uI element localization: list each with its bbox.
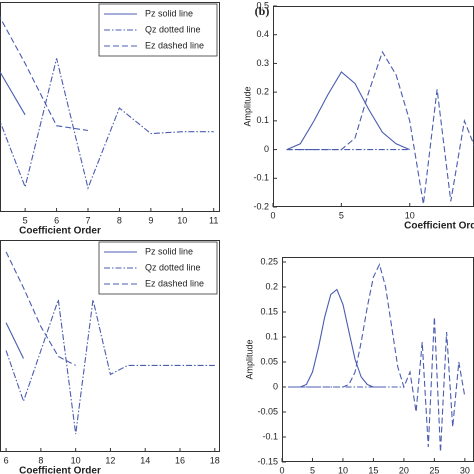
x-axis-label: Coefficient Order [19, 226, 101, 237]
y-tick-label: -0.1 [262, 431, 278, 441]
legend-label: Pz solid line [145, 8, 193, 18]
legend-box [98, 3, 218, 57]
x-tick-label: 5 [339, 210, 344, 220]
y-tick-label: 0.1 [265, 331, 278, 341]
x-tick-label: 6 [54, 215, 59, 225]
x-tick-label: 5 [310, 465, 315, 474]
x-tick-label: 10 [71, 455, 81, 465]
x-tick-label: 0 [270, 210, 275, 220]
plot-frame [273, 6, 474, 207]
y-tick-label: -0.05 [257, 406, 278, 416]
x-axis-label: Coefficient Order [404, 221, 474, 232]
x-tick-label: 10 [177, 215, 187, 225]
y-tick-label: 0.2 [265, 281, 278, 291]
y-tick-label: 0.2 [256, 87, 269, 97]
x-tick-label: 10 [338, 465, 348, 474]
series-line [5, 299, 215, 435]
legend-label: Ez dashed line [145, 278, 204, 288]
y-tick-label: 0.3 [256, 58, 269, 68]
legend-label: Ez dashed line [145, 40, 204, 50]
legend-label: Pz solid line [145, 246, 193, 256]
y-tick-label: 0.05 [260, 356, 278, 366]
panel: 0 5 10 15 20 25 30 -0.15 -0.1 -0.05 0 0.05 0.1 0.15 0.… [244, 256, 474, 474]
x-tick-label: 6 [4, 455, 9, 465]
x-tick-label: 10 [405, 210, 415, 220]
x-tick-label: 20 [399, 465, 409, 474]
legend-label: Qz dotted line [145, 24, 201, 34]
x-tick-label: 0 [279, 465, 284, 474]
series-line [288, 288, 386, 388]
x-tick-label: 25 [429, 465, 439, 474]
x-tick-label: 14 [140, 455, 150, 465]
y-tick-label: 0 [264, 144, 269, 154]
y-axis-label: Amplitude [244, 339, 254, 379]
lines [288, 262, 466, 453]
x-tick-label: 8 [117, 215, 122, 225]
panel: 051015-0.2-0.100.10.20.30.40.5Coefficien… [242, 0, 474, 232]
x-tick-label: 7 [85, 215, 90, 225]
lines [5, 251, 215, 435]
y-tick-label: 0 [273, 381, 278, 391]
series-line [286, 50, 474, 205]
series-line [0, 16, 89, 132]
series-line [288, 262, 466, 453]
series-line [5, 251, 76, 366]
x-tick-label: 9 [148, 215, 153, 225]
y-tick-label: 0.4 [256, 29, 269, 39]
plot-frame [0, 2, 220, 212]
series-line [5, 322, 24, 359]
panel: 6 8 10 12 14 16 18 Coefficient Order Pz solid li… [0, 240, 220, 474]
series-line [286, 71, 410, 151]
y-tick-label: 0.15 [260, 306, 278, 316]
x-tick-label: 18 [210, 455, 220, 465]
y-tick-label: 0.1 [256, 115, 269, 125]
legend-label: Qz dotted line [145, 262, 201, 272]
lines [286, 50, 474, 205]
legend: Pz solid line Qz dotted line Ez dashed lin… [98, 241, 218, 295]
y-tick-label: 0.5 [256, 0, 269, 10]
x-tick-label: 11 [209, 215, 218, 225]
panel-label: (b) [255, 4, 270, 18]
x-tick-label: 12 [105, 455, 115, 465]
x-tick-label: 16 [175, 455, 185, 465]
y-tick-label: -0.2 [253, 201, 269, 211]
x-tick-label: 15 [368, 465, 378, 474]
legend: Pz solid line Qz dotted line Ez dashed lin… [98, 3, 218, 57]
x-tick-label: 30 [460, 465, 470, 474]
y-axis-label: Amplitude [242, 86, 252, 126]
y-tick-label: 0.25 [260, 256, 278, 266]
x-tick-label: 5 [23, 215, 28, 225]
x-tick-label: 8 [38, 455, 43, 465]
series-line [0, 70, 26, 116]
legend-box [98, 241, 218, 295]
y-tick-label: -0.15 [257, 456, 278, 466]
x-axis-label: Coefficient Order [19, 466, 101, 474]
lines [0, 16, 214, 190]
panel: 5 6 7 8 9 10 11 Coefficient Order Pz solid line Q… [0, 2, 220, 237]
y-tick-label: -0.1 [253, 173, 269, 183]
series-line [0, 58, 214, 190]
